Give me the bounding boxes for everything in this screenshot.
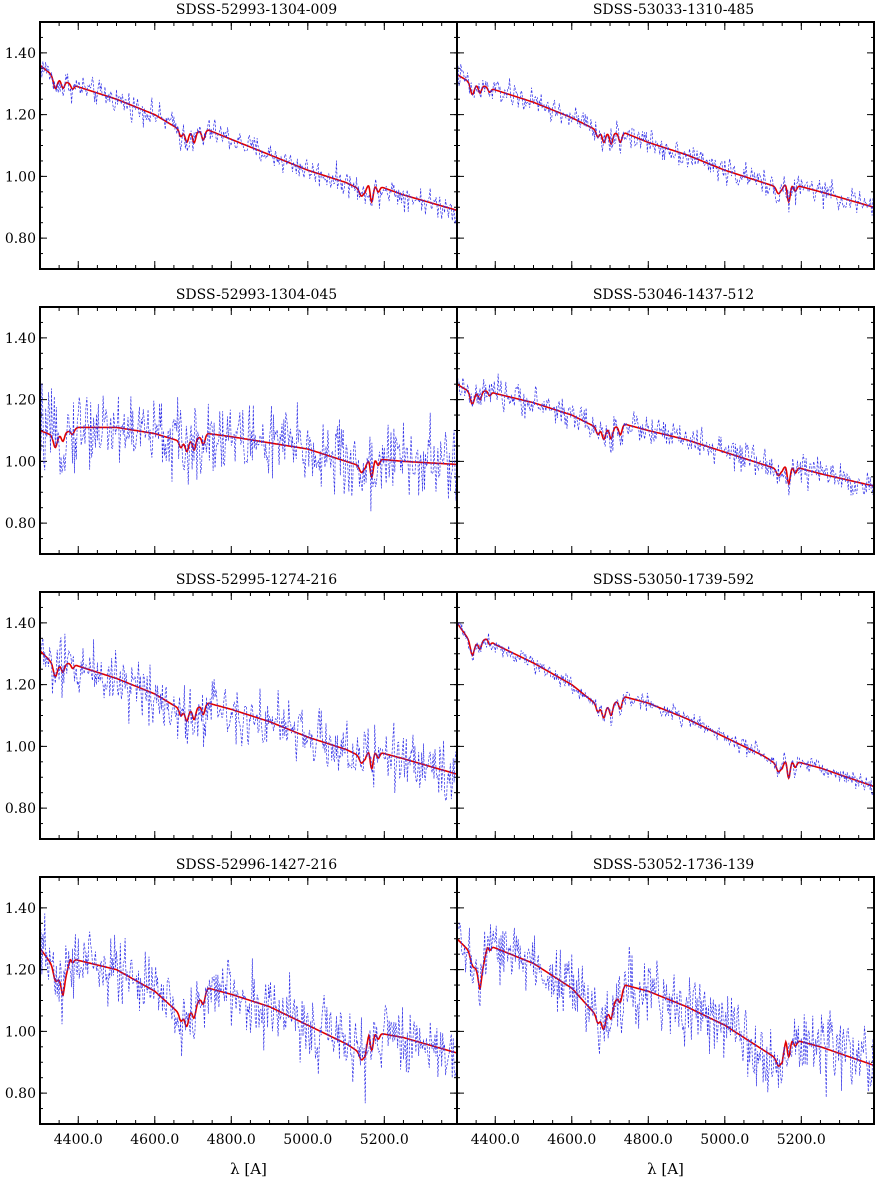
panel-title: SDSS-53050-1739-592: [593, 572, 754, 588]
x-tick-label: 5200.0: [777, 1132, 826, 1148]
observed-spectrum: [457, 906, 874, 1098]
observed-spectrum: [457, 64, 874, 216]
panel-plot-area: [40, 61, 457, 224]
panel-title: SDSS-53046-1437-512: [593, 287, 754, 303]
panel-title: SDSS-52996-1427-216: [176, 857, 337, 873]
observed-spectrum: [40, 633, 457, 802]
panel-plot-area: [40, 633, 457, 802]
panel-7: SDSS-52996-1427-216 0.80 1.00 1.20 1.40 4400.…: [5, 857, 458, 1178]
observed-spectrum: [40, 913, 457, 1104]
y-tick-label: 1.40: [5, 901, 36, 917]
x-tick-label: 5200.0: [360, 1132, 409, 1148]
x-axis-label: λ [A]: [647, 1160, 684, 1178]
panel-title: SDSS-53052-1736-139: [593, 857, 754, 873]
panel-2: SDSS-53033-1310-485: [456, 2, 875, 270]
y-tick-label: 1.00: [5, 169, 36, 185]
x-tick-label: 5000.0: [283, 1132, 332, 1148]
panel-plot-area: [40, 913, 457, 1104]
panel-frame: [456, 306, 875, 555]
y-tick-label: 1.20: [5, 108, 36, 124]
panel-title: SDSS-52993-1304-045: [176, 287, 337, 303]
x-tick-label: 4400.0: [471, 1132, 520, 1148]
y-tick-label: 1.00: [5, 739, 36, 755]
observed-spectrum: [457, 619, 874, 797]
panel-title: SDSS-52995-1274-216: [176, 572, 337, 588]
model-spectrum: [40, 947, 457, 1061]
model-spectrum: [457, 73, 874, 208]
x-tick-label: 4400.0: [54, 1132, 103, 1148]
x-tick-label: 4800.0: [207, 1132, 256, 1148]
y-tick-label: 1.20: [5, 963, 36, 979]
panel-frame: [456, 876, 875, 1125]
model-spectrum: [457, 622, 874, 788]
x-tick-label: 4600.0: [130, 1132, 179, 1148]
y-tick-label: 0.80: [5, 231, 36, 247]
panel-frame: [456, 21, 875, 270]
x-tick-label: 4800.0: [624, 1132, 673, 1148]
panel-plot-area: [40, 383, 457, 512]
panel-plot-area: [457, 906, 874, 1098]
panel-plot-area: [457, 370, 874, 496]
y-tick-label: 1.20: [5, 393, 36, 409]
y-tick-label: 1.40: [5, 46, 36, 62]
y-tick-label: 0.80: [5, 516, 36, 532]
panel-title: SDSS-53033-1310-485: [593, 2, 754, 18]
y-tick-label: 0.80: [5, 801, 36, 817]
model-spectrum: [457, 383, 874, 487]
x-axis-label: λ [A]: [230, 1160, 267, 1178]
y-tick-label: 1.20: [5, 678, 36, 694]
y-tick-label: 1.00: [5, 454, 36, 470]
y-tick-label: 1.40: [5, 616, 36, 632]
observed-spectrum: [40, 61, 457, 224]
panel-frame: [456, 591, 875, 840]
panel-plot-area: [457, 619, 874, 797]
x-tick-label: 5000.0: [700, 1132, 749, 1148]
y-tick-label: 0.80: [5, 1086, 36, 1102]
observed-spectrum: [457, 370, 874, 496]
panel-6: SDSS-53050-1739-592: [456, 572, 875, 840]
panel-3: SDSS-52993-1304-045 0.80 1.00 1.20 1.40: [5, 287, 458, 555]
panel-1: SDSS-52993-1304-009 0.80 1.00 1.20 1.40: [5, 2, 458, 270]
model-spectrum: [40, 64, 457, 211]
panel-title: SDSS-52993-1304-009: [176, 2, 337, 18]
panel-8: SDSS-53052-1736-139 4400.0 4600.0 4800.0 500…: [456, 857, 875, 1178]
panel-frame: [39, 306, 458, 555]
x-tick-label: 4600.0: [547, 1132, 596, 1148]
panel-4: SDSS-53046-1437-512: [456, 287, 875, 555]
y-tick-label: 1.40: [5, 331, 36, 347]
observed-spectrum: [40, 383, 457, 512]
y-tick-label: 1.00: [5, 1024, 36, 1040]
panel-5: SDSS-52995-1274-216 0.80 1.00 1.20 1.40: [5, 572, 458, 840]
panel-plot-area: [457, 64, 874, 216]
